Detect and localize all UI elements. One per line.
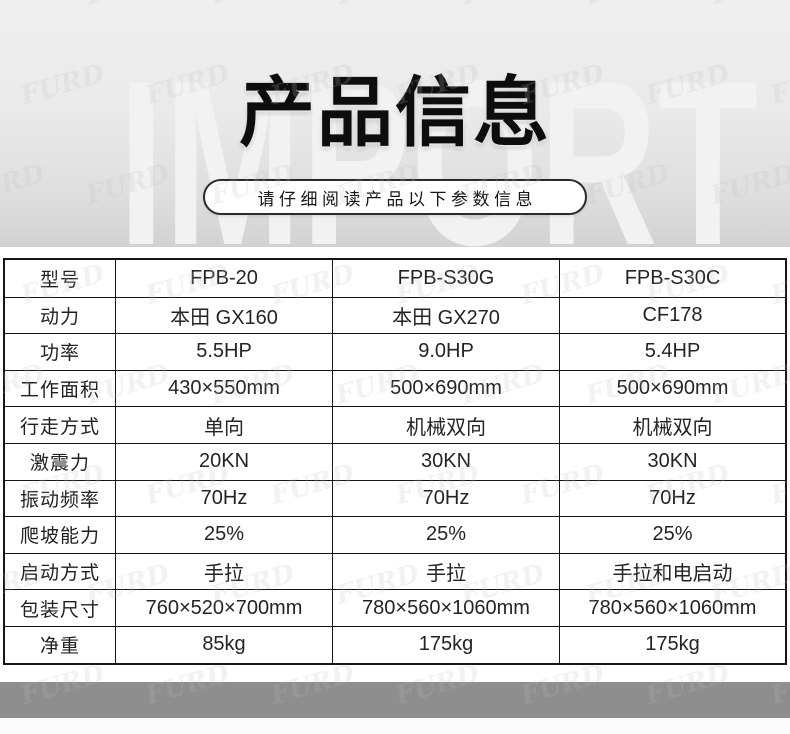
spec-value-cell: 30KN	[332, 442, 559, 480]
spec-value-cell: 430×550mm	[115, 369, 332, 407]
header-section: IMPORT 产品信息 请仔细阅读产品以下参数信息	[0, 0, 790, 247]
spec-label-cell: 净重	[5, 625, 115, 663]
spec-value-cell: 手拉	[332, 552, 559, 590]
spec-value-cell: CF178	[559, 296, 785, 334]
spec-label-cell: 工作面积	[5, 369, 115, 407]
spec-label-cell: 功率	[5, 333, 115, 370]
spec-label-cell: 包装尺寸	[5, 589, 115, 626]
subtitle-text: 请仔细阅读产品以下参数信息	[257, 189, 537, 209]
spec-value-cell: 20KN	[115, 442, 332, 480]
page-title: 产品信息	[239, 71, 551, 156]
spec-value-cell: 5.5HP	[115, 333, 332, 370]
footer-divider-bar	[0, 682, 790, 718]
spec-table: 型号 FPB-20 FPB-S30G FPB-S30C 动力 本田 GX160 本田 GX2…	[3, 258, 787, 665]
spec-value-cell: 机械双向	[332, 406, 559, 443]
spec-table-section: 型号 FPB-20 FPB-S30G FPB-S30C 动力 本田 GX160 本田 GX2…	[0, 247, 790, 682]
spec-value-cell: 9.0HP	[332, 333, 559, 370]
spec-label-cell: 行走方式	[5, 406, 115, 443]
spec-label-cell: 激震力	[5, 442, 115, 480]
spec-value-cell: 手拉和电启动	[559, 552, 785, 590]
spec-value-cell: FPB-20	[115, 260, 332, 297]
spec-value-cell: 本田 GX160	[115, 296, 332, 334]
spec-value-cell: 25%	[559, 516, 785, 553]
spec-value-cell: 760×520×700mm	[115, 589, 332, 626]
spec-value-cell: 70Hz	[332, 479, 559, 517]
spec-value-cell: 500×690mm	[559, 369, 785, 407]
spec-value-cell: 30KN	[559, 442, 785, 480]
spec-value-cell: 175kg	[332, 625, 559, 663]
spec-value-cell: 手拉	[115, 552, 332, 590]
spec-value-cell: 70Hz	[115, 479, 332, 517]
spec-value-cell: 175kg	[559, 625, 785, 663]
spec-value-cell: FPB-S30G	[332, 260, 559, 297]
spec-value-cell: 780×560×1060mm	[559, 589, 785, 626]
spec-label-cell: 型号	[39, 269, 80, 291]
spec-label-cell: 启动方式	[5, 552, 115, 590]
spec-value-cell: 本田 GX270	[332, 296, 559, 334]
spec-value-cell: 5.4HP	[559, 333, 785, 370]
spec-value-cell: 单向	[115, 406, 332, 443]
spec-label-cell: 爬坡能力	[5, 516, 115, 553]
spec-value-cell: 70Hz	[559, 479, 785, 517]
spec-value-cell: FPB-S30C	[559, 260, 785, 297]
subtitle-pill: 请仔细阅读产品以下参数信息	[203, 179, 587, 215]
spec-label-cell: 振动频率	[5, 479, 115, 517]
spec-value-cell: 85kg	[115, 625, 332, 663]
spec-label-cell: 动力	[5, 296, 115, 334]
bottom-strip	[0, 718, 790, 734]
spec-value-cell: 25%	[115, 516, 332, 553]
spec-value-cell: 500×690mm	[332, 369, 559, 407]
spec-value-cell: 25%	[332, 516, 559, 553]
spec-value-cell: 780×560×1060mm	[332, 589, 559, 626]
spec-value-cell: 机械双向	[559, 406, 785, 443]
